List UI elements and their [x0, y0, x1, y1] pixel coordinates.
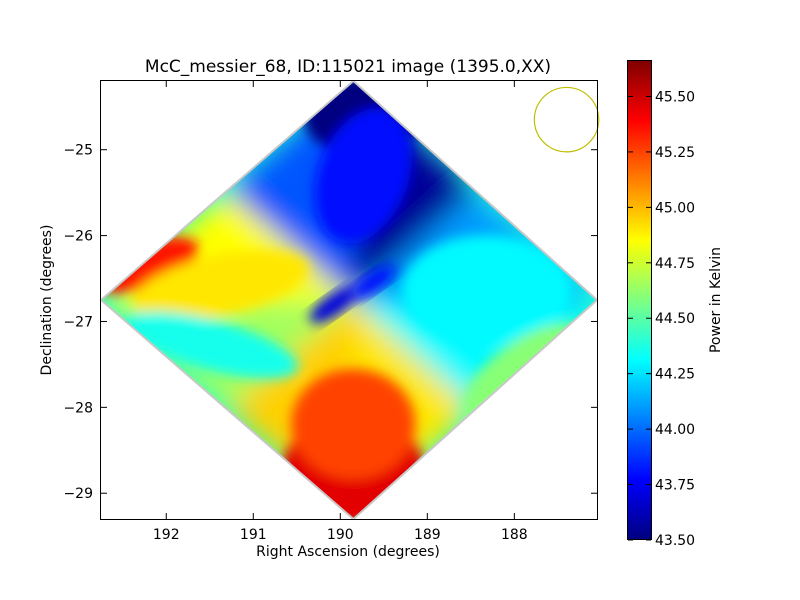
- colorbar-tick-label: 45.50: [655, 89, 695, 105]
- y-tick-label: −26: [63, 229, 93, 245]
- colorbar-tick-label: 43.75: [655, 478, 695, 494]
- colorbar-tick-label: 44.75: [655, 256, 695, 272]
- y-axis-ticks: −25 −26 −27 −28 −29: [63, 143, 597, 502]
- lobe-bottom-mid: [291, 369, 416, 479]
- beam-circle: [533, 86, 600, 153]
- axes-frame: [100, 80, 598, 520]
- y-tick-label: −27: [63, 314, 93, 330]
- colorbar-tick-label: 43.50: [655, 533, 695, 549]
- center-lobe-b: [351, 265, 396, 299]
- lobe-left-cyan: [123, 311, 299, 379]
- x-axis-ticks: 192 191 190 189 188: [153, 81, 528, 543]
- lobe-top-mid: [314, 108, 412, 244]
- colorbar-tick-label: 45.00: [655, 200, 695, 216]
- x-tick-label: 192: [153, 527, 180, 543]
- chart-title: McC_messier_68, ID:115021 image (1395.0,…: [145, 57, 551, 77]
- x-tick-label: 191: [240, 527, 267, 543]
- y-axis-label: Declination (degrees): [39, 225, 55, 376]
- field-center-lobes: [309, 265, 396, 324]
- colorbar: [627, 60, 652, 540]
- colorbar-tick-label: 45.25: [655, 145, 695, 161]
- colorbar-ticks: 43.50 43.75 44.00 44.25 44.50 44.75 45.00 45.25…: [628, 89, 695, 549]
- x-tick-label: 190: [327, 527, 354, 543]
- center-lobe-a: [309, 286, 357, 324]
- colorbar-tick-label: 44.00: [655, 422, 695, 438]
- y-tick-label: −29: [63, 486, 93, 502]
- y-tick-label: −28: [63, 400, 93, 416]
- colorbar-label: Power in Kelvin: [708, 247, 724, 353]
- y-tick-label: −25: [63, 143, 93, 159]
- colorbar-tick-label: 44.50: [655, 311, 695, 327]
- lobe-left-yellow: [132, 250, 310, 320]
- x-tick-label: 189: [414, 527, 441, 543]
- lobe-right-cyan: [402, 235, 572, 345]
- x-axis-label: Right Ascension (degrees): [256, 544, 440, 560]
- colorbar-tick-label: 44.25: [655, 367, 695, 383]
- x-tick-label: 188: [501, 527, 528, 543]
- field-edge: [101, 81, 597, 519]
